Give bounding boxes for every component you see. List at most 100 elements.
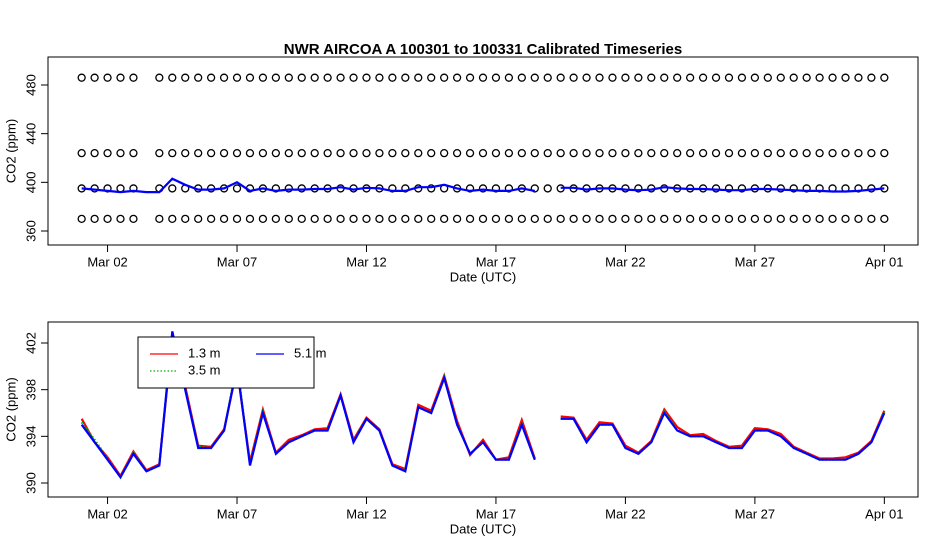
data-point — [530, 214, 539, 223]
y-tick-label: 480 — [23, 74, 38, 96]
data-point — [776, 148, 785, 158]
data-point — [530, 73, 539, 82]
plot-area — [77, 73, 889, 223]
data-point — [815, 73, 824, 82]
data-point — [595, 148, 604, 158]
plot-area — [80, 331, 886, 480]
data-point — [232, 184, 242, 193]
data-point — [763, 148, 772, 158]
data-point — [103, 73, 112, 82]
data-point — [634, 73, 643, 82]
data-point — [323, 148, 332, 158]
data-point — [219, 148, 229, 158]
data-point — [194, 214, 203, 223]
data-point — [737, 214, 747, 223]
data-point — [310, 148, 319, 158]
plot-frame — [47, 56, 919, 246]
data-point — [789, 184, 798, 193]
data-point — [362, 214, 371, 223]
x-tick-label: Mar 22 — [605, 254, 645, 269]
data-point — [504, 73, 514, 82]
data-point — [155, 214, 164, 223]
data-point — [77, 73, 86, 82]
legend-label: 1.3 m — [188, 345, 221, 360]
data-point — [271, 148, 281, 158]
data-point — [724, 184, 734, 193]
data-point — [478, 184, 488, 193]
data-point — [258, 73, 268, 82]
data-point — [90, 214, 99, 223]
data-point — [336, 214, 345, 223]
data-point — [582, 73, 591, 82]
data-point — [181, 73, 190, 82]
data-point — [789, 73, 798, 82]
data-point — [673, 148, 682, 158]
x-tick-label: Mar 02 — [87, 506, 127, 521]
data-point — [737, 184, 747, 193]
data-point — [517, 73, 526, 82]
data-point — [491, 214, 501, 223]
data-point — [828, 148, 837, 158]
data-point — [478, 73, 488, 82]
data-point — [452, 148, 462, 158]
data-point — [867, 148, 876, 158]
data-point — [388, 214, 397, 223]
data-point — [284, 148, 293, 158]
y-tick-label: 360 — [23, 220, 38, 242]
data-point — [660, 214, 669, 223]
data-point — [711, 73, 721, 82]
data-point — [647, 148, 656, 158]
data-point — [284, 214, 293, 223]
x-tick-label: Mar 17 — [476, 506, 516, 521]
data-point — [660, 73, 669, 82]
x-tick-label: Mar 12 — [346, 254, 386, 269]
data-point — [789, 148, 798, 158]
y-tick-label: 440 — [23, 123, 38, 145]
data-point — [543, 214, 552, 223]
data-point — [685, 148, 695, 158]
data-point — [880, 214, 889, 223]
data-point — [608, 214, 617, 223]
data-point — [452, 73, 462, 82]
data-point — [427, 214, 436, 223]
data-point — [634, 214, 643, 223]
data-point — [323, 214, 332, 223]
legend-label: 3.5 m — [188, 362, 221, 377]
data-point — [569, 73, 578, 82]
x-tick-label: Mar 07 — [217, 506, 257, 521]
data-point — [724, 148, 734, 158]
data-point — [206, 148, 216, 158]
data-point — [323, 73, 332, 82]
data-point — [414, 214, 423, 223]
x-tick-label: Mar 27 — [735, 254, 775, 269]
data-point — [621, 214, 630, 223]
data-point — [349, 148, 358, 158]
data-point — [465, 148, 475, 158]
data-point — [77, 214, 86, 223]
data-point — [504, 214, 514, 223]
data-point — [219, 214, 229, 223]
data-point — [427, 184, 436, 193]
data-point — [763, 73, 772, 82]
data-point — [776, 73, 785, 82]
data-point — [103, 148, 112, 158]
data-point — [219, 73, 229, 82]
data-point — [181, 214, 190, 223]
data-point — [206, 73, 216, 82]
y-tick-label: 402 — [23, 332, 38, 354]
data-point — [517, 148, 526, 158]
data-point — [595, 73, 604, 82]
data-point — [116, 214, 125, 223]
data-point — [517, 214, 526, 223]
data-point — [491, 73, 501, 82]
y-axis-label: CO2 (ppm) — [3, 119, 18, 183]
data-point — [362, 73, 371, 82]
data-point — [673, 214, 682, 223]
data-point — [440, 73, 449, 82]
data-point — [206, 214, 216, 223]
data-point — [854, 148, 863, 158]
data-point — [271, 73, 281, 82]
data-point — [543, 184, 552, 193]
data-point — [621, 73, 630, 82]
